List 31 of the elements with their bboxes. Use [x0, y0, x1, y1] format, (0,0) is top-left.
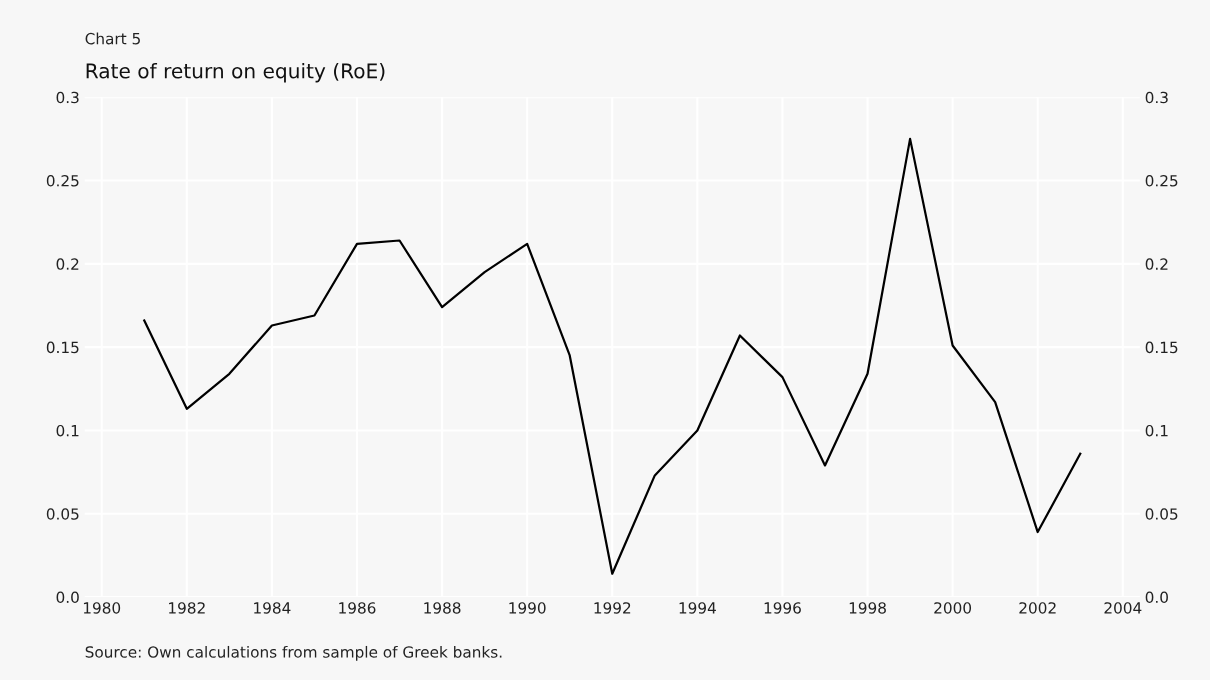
x-tick-label: 1988 [424, 602, 461, 614]
y-tick-label: 0.1 [56, 424, 79, 437]
x-tick-label: 2004 [1104, 602, 1142, 614]
x-tick-label: 1980 [83, 602, 121, 614]
x-tick-label: 2002 [1019, 602, 1056, 614]
y-tick-label: 0.05 [46, 508, 79, 520]
y-tick-label: 0.25 [46, 175, 79, 187]
x-tick-label: 1986 [339, 602, 376, 614]
y-tick-label: 0.0 [56, 591, 79, 604]
y2-tick-label: 0.05 [1145, 508, 1178, 520]
y2-tick-label: 0.15 [1145, 341, 1178, 354]
source-note: Source: Own calculations from sample of Greek banks. [85, 645, 502, 661]
y-tick-label: 0.15 [46, 341, 79, 354]
y2-tick-label: 0.0 [1145, 591, 1168, 604]
x-tick-label: 1992 [594, 602, 631, 614]
x-tick-label: 1996 [764, 602, 801, 614]
line-series [143, 137, 1082, 575]
y-tick-label: 0.2 [56, 258, 79, 270]
y2-tick-label: 0.25 [1145, 175, 1178, 187]
y2-tick-label: 0.1 [1145, 424, 1168, 437]
x-tick-label: 2000 [934, 602, 972, 614]
x-tick-label: 1994 [679, 602, 716, 614]
chart-title: Chart 5 [85, 32, 140, 45]
y-tick-label: 0.3 [56, 91, 79, 104]
x-tick-label: 1982 [169, 602, 205, 614]
x-tick-label: 1990 [509, 602, 546, 614]
x-tick-label: 1984 [254, 602, 291, 614]
y2-tick-label: 0.2 [1145, 258, 1168, 270]
chart-subtitle: Rate of return on equity (RoE) [86, 62, 385, 83]
y2-tick-label: 0.3 [1145, 91, 1168, 104]
x-tick-label: 1998 [849, 602, 886, 614]
